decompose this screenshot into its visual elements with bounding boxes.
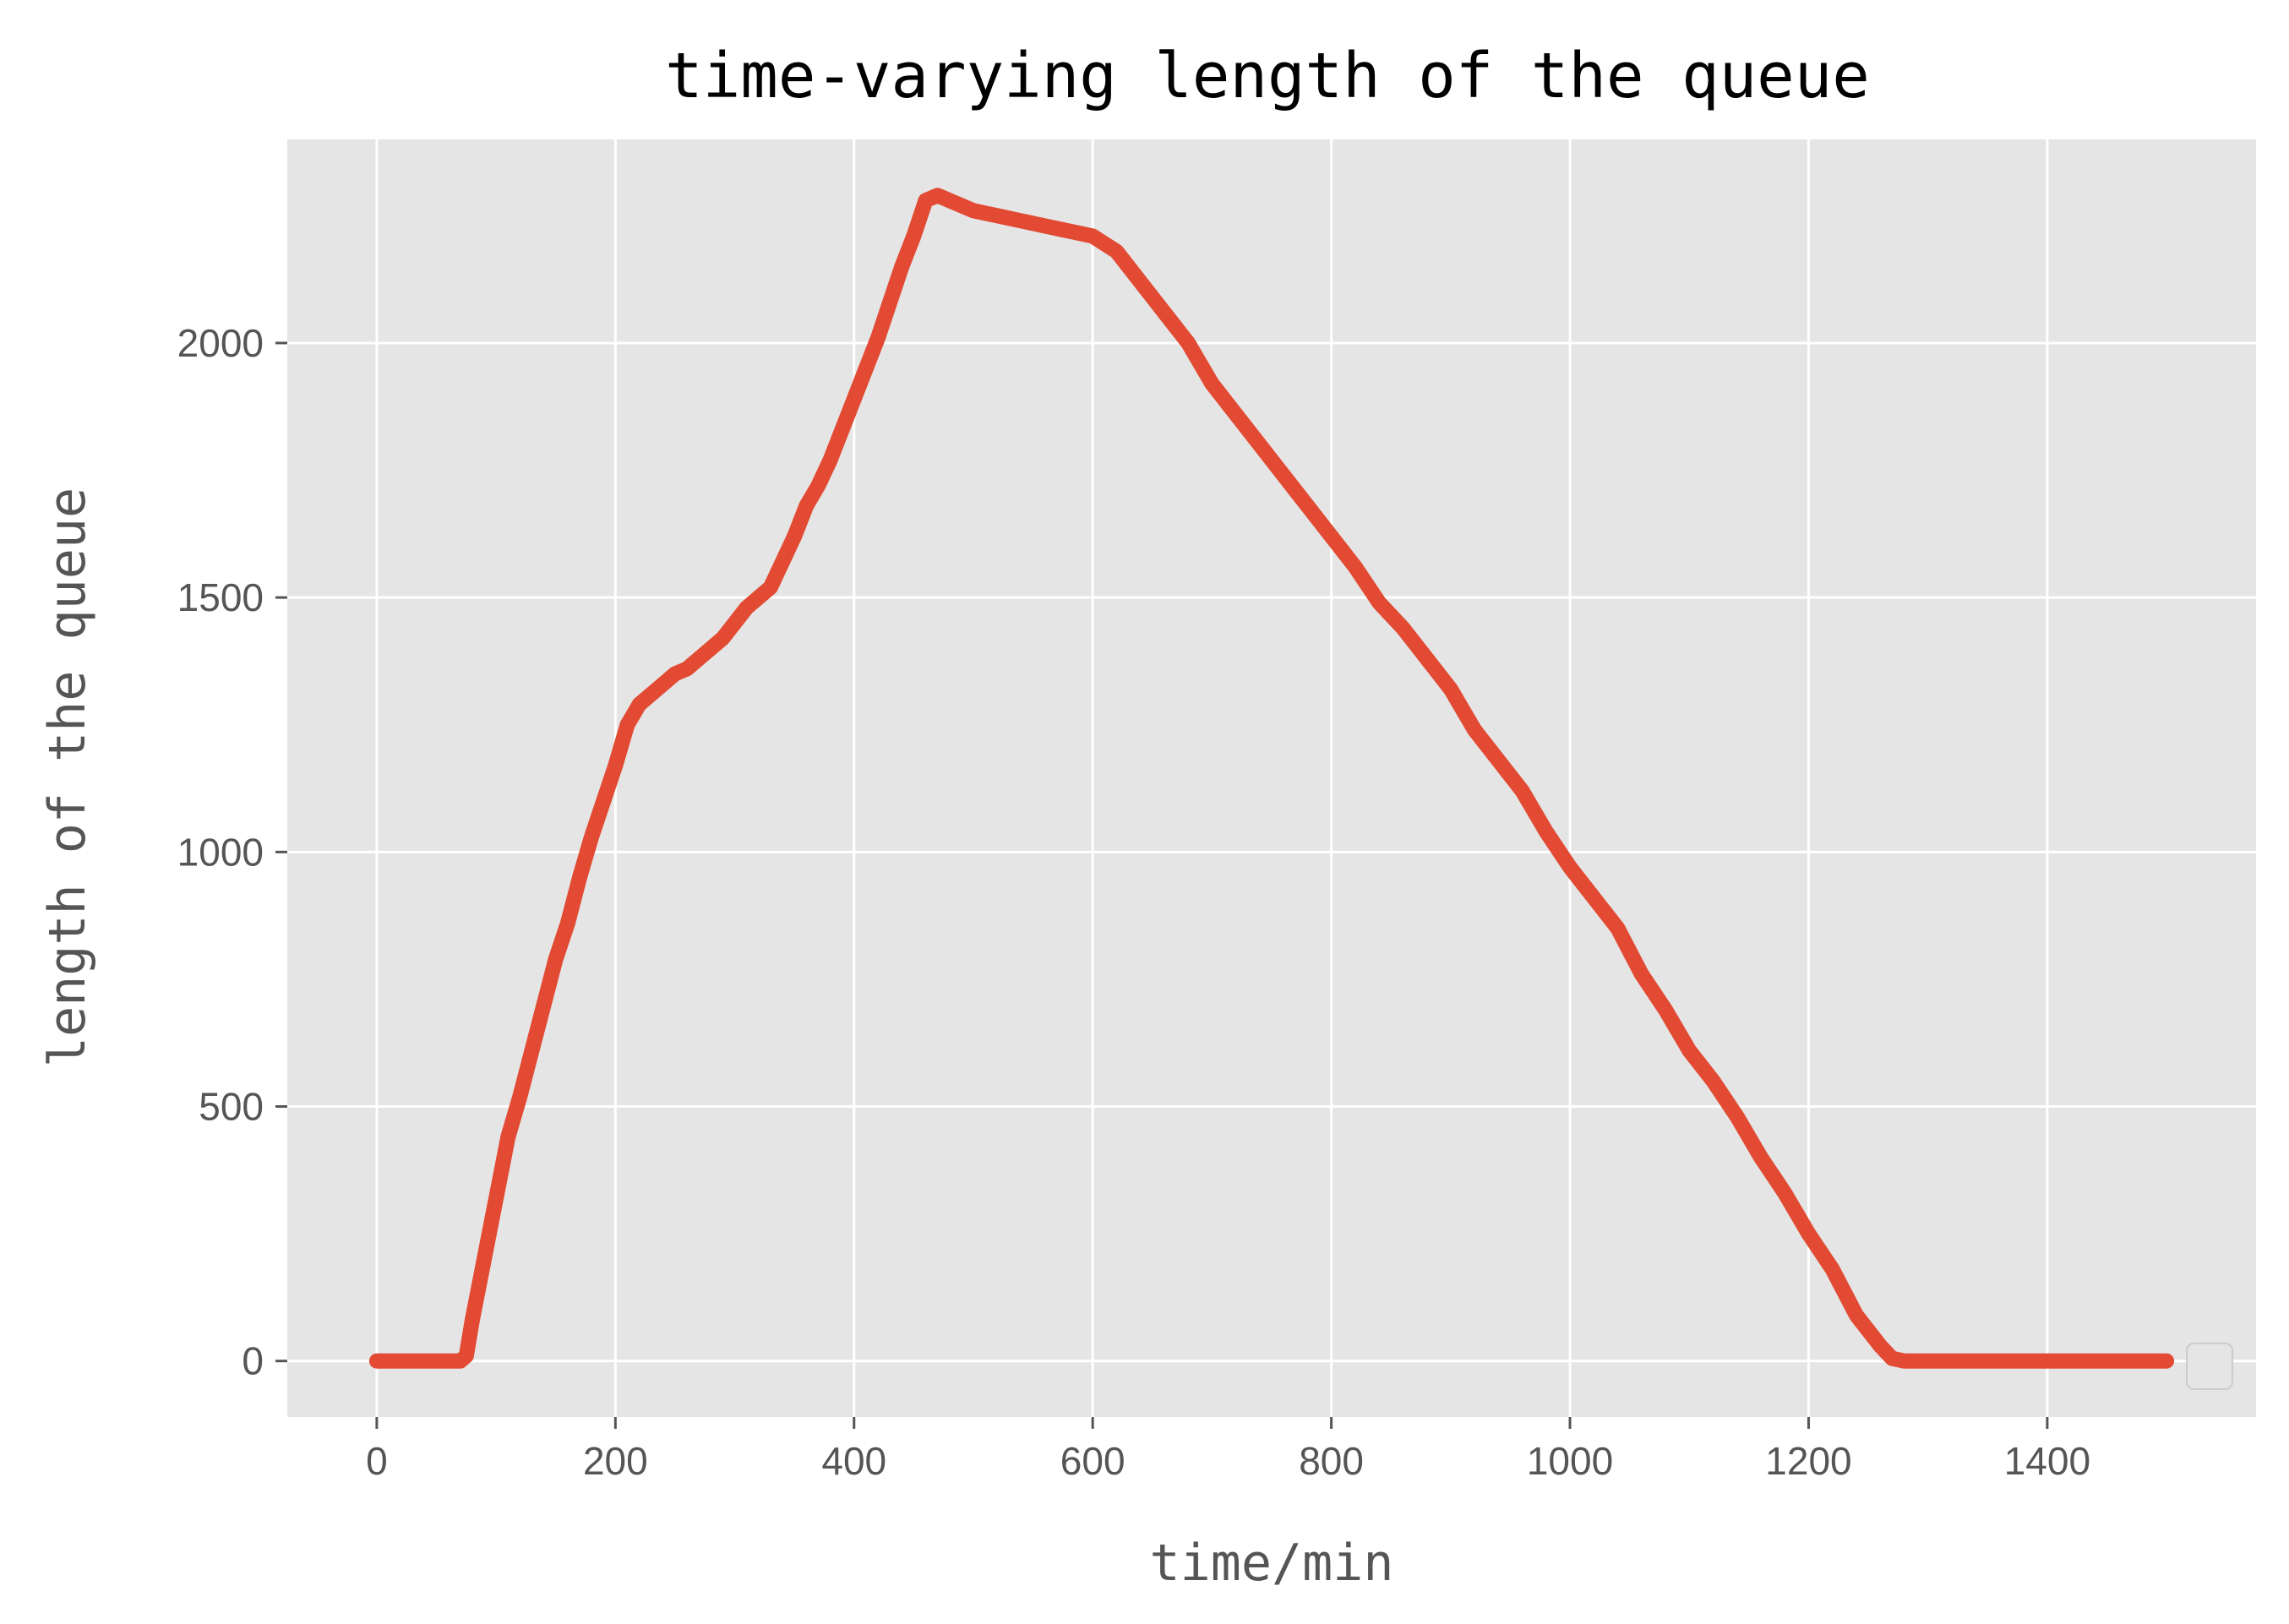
x-tick-label: 0 [366,1439,388,1483]
x-tick-label: 1000 [1527,1439,1613,1483]
x-tick-label: 200 [583,1439,648,1483]
legend-box [2186,1343,2233,1390]
x-axis-label: time/min [1150,1534,1394,1593]
y-tick-label: 500 [199,1085,264,1129]
queue-length-line [368,188,2175,1369]
x-axis-ticks: 0 200 400 600 800 1000 1200 1400 [366,1417,2090,1483]
chart-title: time-varying length of the queue [665,40,1870,112]
y-tick-label: 2000 [177,321,264,365]
y-axis-label: length of the queue [38,488,97,1067]
y-tick-label: 0 [242,1339,264,1383]
x-tick-label: 600 [1060,1439,1125,1483]
x-tick-label: 1400 [2004,1439,2090,1483]
y-axis-ticks: 0 500 1000 1500 2000 [177,321,287,1383]
y-tick-label: 1000 [177,830,264,874]
x-tick-label: 1200 [1765,1439,1851,1483]
plot-area [287,139,2256,1417]
y-tick-label: 1500 [177,575,264,619]
grid-lines [287,139,2256,1417]
x-tick-label: 400 [821,1439,886,1483]
x-tick-label: 800 [1299,1439,1364,1483]
